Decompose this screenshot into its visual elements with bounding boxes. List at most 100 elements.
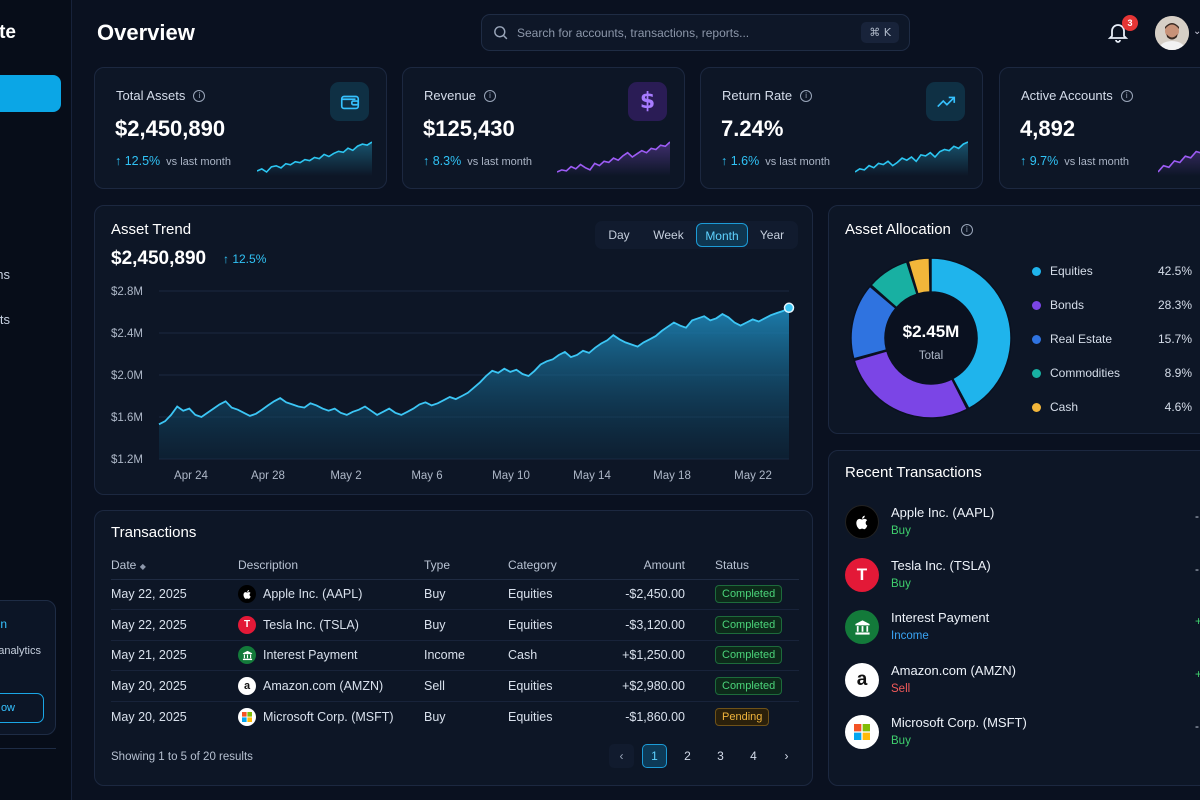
legend-dot <box>1032 266 1041 276</box>
cell-category: Equities <box>508 579 588 610</box>
stat-change: ↑ 9.7% <box>1020 154 1059 168</box>
stat-card-return-rate: Return Rate i 7.24% ↑ 1.6% vs last month <box>700 67 983 189</box>
next-page-button[interactable]: › <box>784 749 789 763</box>
table-row[interactable]: May 22, 2025 T Tesla Inc. (TSLA) Buy Equitie… <box>111 609 799 641</box>
legend-item: Cash 4.6% <box>1032 400 1192 414</box>
trend-endpoint-marker <box>783 302 795 314</box>
column-header-date[interactable]: Date ◆ <box>111 551 238 580</box>
info-icon[interactable]: i <box>960 223 973 236</box>
prev-page-button[interactable]: ‹ <box>609 744 634 768</box>
list-item[interactable]: T Tesla Inc. (TSLA) Buy - <box>845 554 1200 598</box>
microsoft-logo-icon <box>238 707 256 726</box>
column-header-type: Type <box>424 551 508 580</box>
search-input[interactable] <box>517 25 862 40</box>
x-tick-label: May 10 <box>492 470 530 482</box>
stat-change: ↑ 12.5% <box>115 154 161 168</box>
y-tick-label: $1.2M <box>111 454 143 466</box>
recent-type: Buy <box>891 525 911 537</box>
wallet-icon <box>330 82 369 121</box>
table-row[interactable]: May 20, 2025 a Amazon.com (AMZN) Sell Equiti… <box>111 670 799 702</box>
legend-label: Equities <box>1050 264 1093 278</box>
table-row[interactable]: May 22, 2025 Apple Inc. (AAPL) Buy Equities… <box>111 579 799 610</box>
legend-item: Bonds 28.3% <box>1032 298 1192 312</box>
tesla-logo-icon: T <box>238 615 256 634</box>
tab-year[interactable]: Year <box>759 228 785 242</box>
list-item[interactable]: Microsoft Corp. (MSFT) Buy - <box>845 711 1200 755</box>
column-header-status: Status <box>715 551 799 580</box>
sidebar-item-reports[interactable]: ts <box>0 312 10 327</box>
recent-name: Interest Payment <box>891 610 990 625</box>
recent-name: Apple Inc. (AAPL) <box>891 505 995 520</box>
stat-compare-label: vs last month <box>1064 156 1130 168</box>
cell-date: May 22, 2025 <box>111 609 238 641</box>
legend-label: Cash <box>1050 400 1079 414</box>
table-row[interactable]: May 20, 2025 Microsoft Corp. (MSFT) Buy Equ… <box>111 701 799 732</box>
asset-allocation-card: Asset Allocation i $2.45M Total Equities… <box>828 205 1200 434</box>
page-button-4[interactable]: 4 <box>750 749 757 763</box>
cell-type: Buy <box>424 609 508 641</box>
chevron-down-icon[interactable]: ⌄ <box>1193 26 1200 37</box>
cell-type: Income <box>424 640 508 671</box>
donut-center-label: Total <box>918 350 944 362</box>
section-title: Asset Allocation <box>845 221 951 238</box>
table-header-row: Date ◆ Description Type Category Amount … <box>111 551 799 580</box>
stat-card-active-accounts: Active Accounts i 4,892 ↑ 9.7% vs last mon… <box>999 67 1200 189</box>
stat-label: Revenue <box>424 88 477 103</box>
sparkline-line <box>1158 150 1200 173</box>
stat-card-total-assets: Total Assets i $2,450,890 ↑ 12.5% vs last … <box>94 67 387 189</box>
legend-dot <box>1032 300 1041 310</box>
search-bar[interactable]: ⌘ K <box>481 14 910 51</box>
column-header-amount: Amount <box>588 551 715 580</box>
legend-value: 8.9% <box>1164 366 1192 380</box>
page-button-2[interactable]: 2 <box>684 749 691 763</box>
cell-date: May 22, 2025 <box>111 579 238 610</box>
status-badge: Pending <box>715 707 770 726</box>
avatar[interactable] <box>1155 16 1189 50</box>
y-tick-label: $1.6M <box>111 412 143 424</box>
section-title: Asset Trend <box>111 221 192 238</box>
page-button-3[interactable]: 3 <box>717 749 724 763</box>
cell-category: Equities <box>508 609 588 641</box>
stat-value: 7.24% <box>721 116 784 141</box>
info-icon[interactable]: i <box>800 89 813 102</box>
recent-amount: + <box>1195 667 1200 681</box>
tab-month[interactable]: Month <box>696 223 748 247</box>
y-tick-label: $2.4M <box>111 328 143 340</box>
stat-label: Total Assets <box>116 88 186 103</box>
donut-slice-equities <box>930 257 1012 410</box>
section-title: Recent Transactions <box>845 464 982 481</box>
tab-week[interactable]: Week <box>653 228 684 242</box>
status-badge: Completed <box>715 646 783 665</box>
stat-label: Return Rate <box>722 88 793 103</box>
bell-icon[interactable] <box>1106 20 1130 44</box>
sidebar-item-transactions[interactable]: ns <box>0 267 10 282</box>
x-tick-label: May 6 <box>411 470 442 482</box>
legend-dot <box>1032 402 1041 412</box>
info-icon[interactable]: i <box>484 89 497 102</box>
bank-icon <box>238 646 256 665</box>
promo-button[interactable]: ow <box>0 693 44 723</box>
sidebar-item-active[interactable] <box>0 75 61 112</box>
asset-trend-chart: $2.8M $2.4M $2.0M $1.6M $1.2M Apr 24 Apr 28 May… <box>111 286 795 482</box>
recent-amount: - <box>1195 509 1199 523</box>
table-row[interactable]: May 21, 2025 Interest Payment Income Cash +$… <box>111 640 799 671</box>
page-button-1[interactable]: 1 <box>642 744 667 768</box>
info-icon[interactable]: i <box>193 89 206 102</box>
list-item[interactable]: Apple Inc. (AAPL) Buy - <box>845 501 1200 545</box>
tesla-logo-icon: T <box>845 557 879 592</box>
tab-day[interactable]: Day <box>608 228 630 242</box>
allocation-donut-chart <box>850 257 1012 419</box>
sparkline-return-rate <box>855 141 968 176</box>
amazon-logo-icon: a <box>845 662 879 697</box>
legend-value: 28.3% <box>1157 298 1192 312</box>
info-icon[interactable]: i <box>1120 89 1133 102</box>
recent-type: Sell <box>891 682 911 695</box>
list-item[interactable]: Interest Payment Income + <box>845 606 1200 650</box>
dollar-icon: $ <box>628 82 667 121</box>
status-badge: Completed <box>715 615 783 634</box>
legend-label: Commodities <box>1050 366 1121 380</box>
sparkline-area <box>855 142 968 176</box>
y-tick-label: $2.0M <box>111 370 143 382</box>
stat-change: ↑ 1.6% <box>721 154 760 168</box>
list-item[interactable]: a Amazon.com (AMZN) Sell + <box>845 659 1200 703</box>
